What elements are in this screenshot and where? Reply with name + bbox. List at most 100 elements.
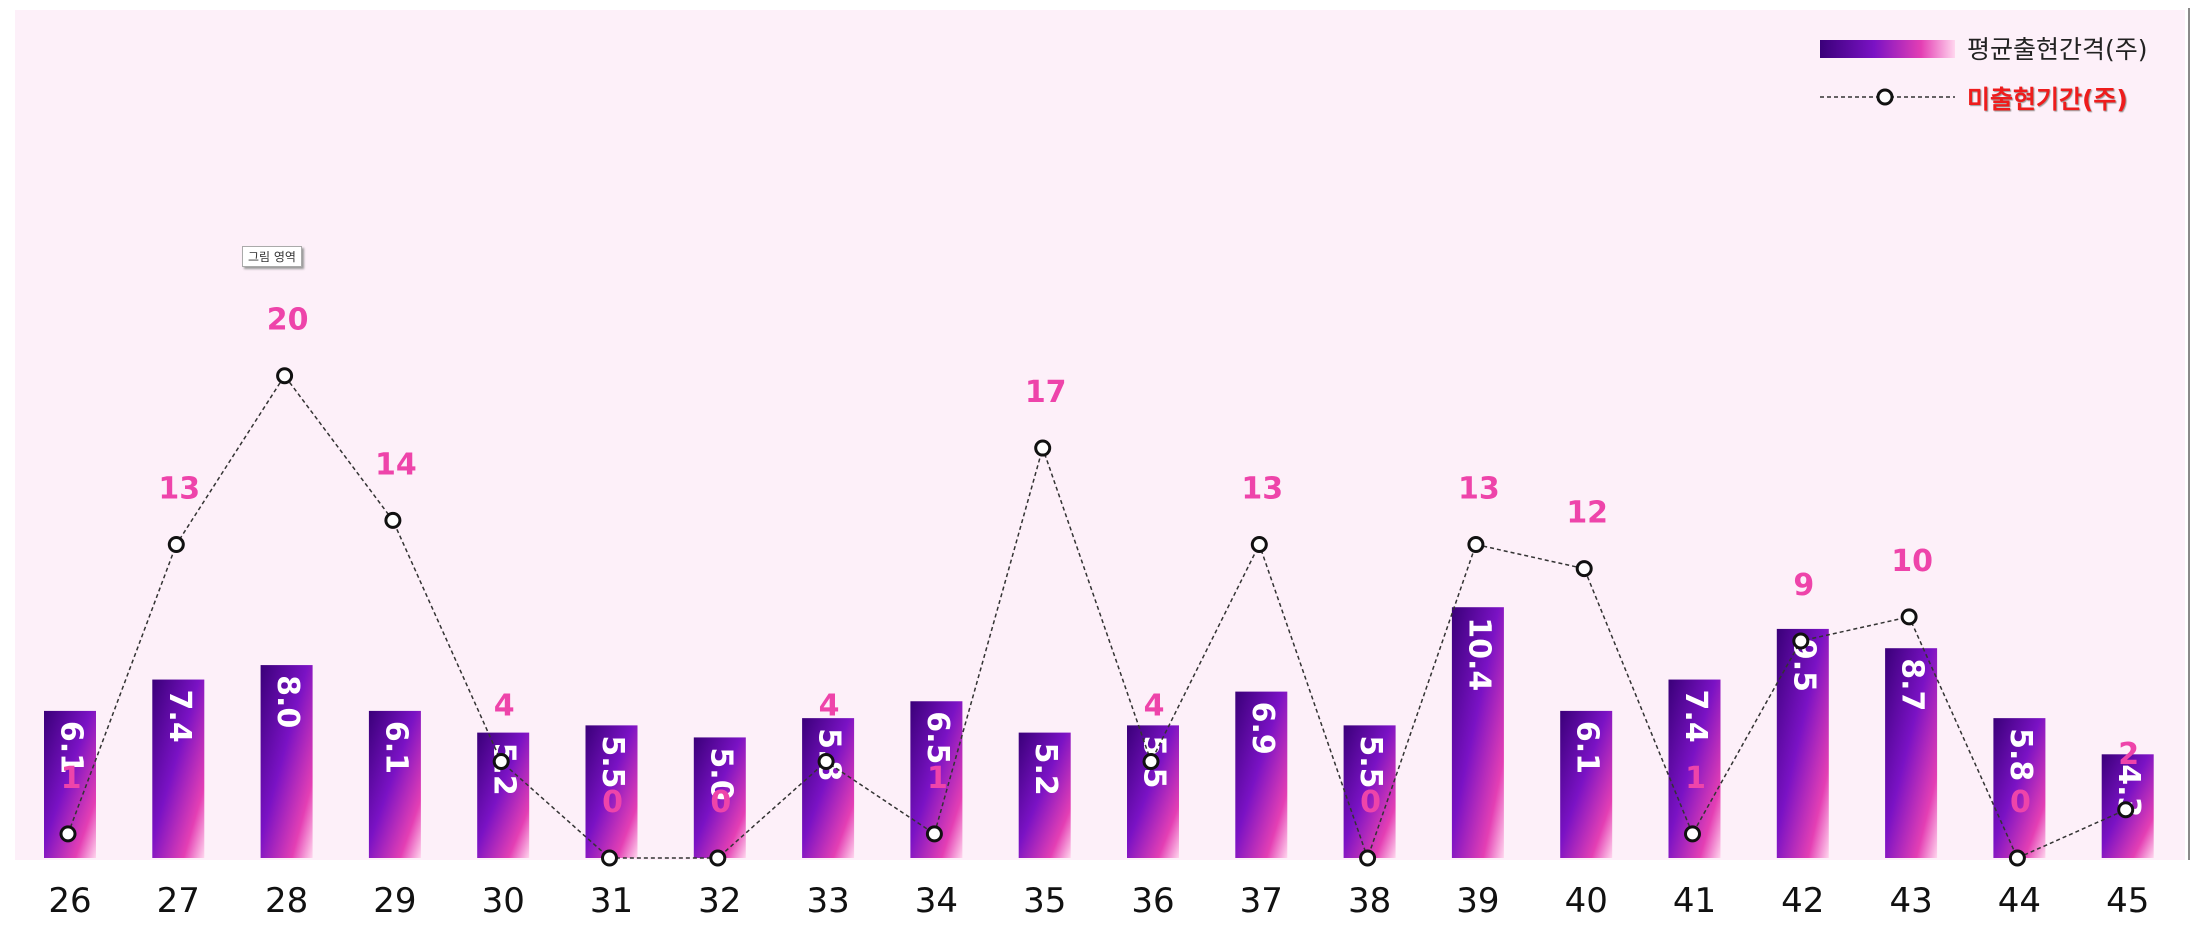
line-value-label-39: 13 bbox=[1458, 472, 1500, 507]
line-point-39 bbox=[1467, 536, 1485, 554]
x-tick-label-28: 28 bbox=[265, 881, 308, 921]
x-tick-label-44: 44 bbox=[1998, 881, 2041, 921]
x-tick-label-41: 41 bbox=[1673, 881, 1716, 921]
line-value-label-38: 0 bbox=[1360, 785, 1381, 820]
line-value-label-41: 1 bbox=[1685, 761, 1706, 796]
x-tick-label-37: 37 bbox=[1240, 881, 1283, 921]
bar-value-label-28: 8.0 bbox=[270, 675, 305, 728]
line-point-41 bbox=[1684, 825, 1701, 843]
line-point-26 bbox=[59, 825, 77, 843]
line-value-label-37: 13 bbox=[1241, 472, 1283, 507]
bar-37 bbox=[1235, 691, 1288, 858]
bar-value-label-41: 7.4 bbox=[1678, 690, 1713, 743]
line-point-35 bbox=[1034, 439, 1052, 457]
line-value-label-43: 10 bbox=[1891, 544, 1933, 579]
x-axis: 26 27 28 29 30 31 32 33 34 35 36 37 38 39 40 41 42 43 44 45 bbox=[48, 881, 2149, 921]
line-point-27 bbox=[167, 536, 185, 554]
bar-40 bbox=[1560, 710, 1613, 858]
line-point-38 bbox=[1359, 849, 1377, 867]
bar-44 bbox=[1993, 718, 2046, 858]
line-point-34 bbox=[925, 825, 943, 843]
bar-value-label-39: 10.4 bbox=[1461, 617, 1496, 691]
legend-bar-swatch bbox=[1820, 40, 1955, 58]
plot-area-tooltip: 그림 영역 bbox=[242, 246, 302, 267]
line-point-30 bbox=[492, 753, 510, 771]
line-value-label-29: 14 bbox=[375, 447, 417, 482]
x-tick-label-33: 33 bbox=[806, 881, 849, 921]
line-value-label-44: 0 bbox=[2010, 785, 2031, 820]
line-point-43 bbox=[1900, 608, 1918, 626]
legend-line-swatch bbox=[1820, 88, 1955, 106]
bar-32 bbox=[693, 737, 746, 858]
line-value-label-30: 4 bbox=[494, 689, 515, 724]
line-point-32 bbox=[709, 849, 727, 867]
x-tick-label-32: 32 bbox=[698, 881, 741, 921]
x-tick-label-39: 39 bbox=[1456, 881, 1499, 921]
bar-value-label-40: 6.1 bbox=[1570, 721, 1605, 774]
line-value-label-31: 0 bbox=[602, 785, 623, 820]
line-value-label-28: 20 bbox=[267, 303, 309, 338]
bar-29 bbox=[368, 710, 421, 858]
bar-value-label-38: 5.5 bbox=[1353, 735, 1388, 788]
bar-39 bbox=[1451, 607, 1504, 858]
bar-value-label-44: 5.8 bbox=[2003, 728, 2038, 781]
line-point-45 bbox=[2117, 801, 2135, 819]
bar-value-label-37: 6.9 bbox=[1245, 702, 1280, 755]
line-value-label-42: 9 bbox=[1793, 568, 1814, 603]
secondary-axis-line bbox=[2188, 8, 2190, 860]
line-series-layer: 1 13 20 14 4 0 0 4 1 17 4 13 0 13 12 1 9 10 0 2 bbox=[59, 303, 2139, 867]
line-series-path bbox=[67, 374, 2127, 861]
bar-value-label-35: 5.2 bbox=[1028, 743, 1063, 796]
x-tick-label-40: 40 bbox=[1565, 881, 1608, 921]
legend: 평균출현간격(주) 미출현기간(주) bbox=[1815, 22, 2175, 114]
line-value-label-33: 4 bbox=[819, 689, 840, 724]
line-value-label-35: 17 bbox=[1025, 375, 1067, 410]
line-value-label-45: 2 bbox=[2118, 737, 2139, 772]
line-point-37 bbox=[1250, 536, 1268, 554]
line-point-31 bbox=[601, 849, 618, 867]
bar-31 bbox=[585, 725, 638, 858]
legend-label-bar: 평균출현간격(주) bbox=[1967, 35, 2148, 64]
bar-35 bbox=[1018, 732, 1071, 858]
x-tick-label-29: 29 bbox=[373, 881, 416, 921]
x-tick-label-45: 45 bbox=[2106, 881, 2149, 921]
line-value-label-36: 4 bbox=[1144, 689, 1165, 724]
bar-38 bbox=[1343, 725, 1396, 858]
bar-42 bbox=[1776, 628, 1829, 858]
x-tick-label-35: 35 bbox=[1023, 881, 1066, 921]
x-tick-label-27: 27 bbox=[157, 881, 200, 921]
x-tick-label-30: 30 bbox=[482, 881, 525, 921]
bar-value-label-43: 8.7 bbox=[1895, 658, 1930, 711]
legend-label-line: 미출현기간(주) bbox=[1967, 85, 2128, 114]
bar-33 bbox=[802, 718, 855, 858]
bar-value-label-34: 6.5 bbox=[920, 711, 955, 764]
bar-43 bbox=[1885, 648, 1938, 858]
bar-value-label-26: 6.1 bbox=[54, 721, 89, 774]
bars-layer: 6.17.48.06.15.25.55.05.86.55.25.56.95.51… bbox=[44, 607, 2154, 858]
x-tick-label-36: 36 bbox=[1131, 881, 1174, 921]
line-value-label-32: 0 bbox=[710, 785, 731, 820]
bar-36 bbox=[1127, 725, 1179, 858]
line-value-label-26: 1 bbox=[61, 761, 82, 796]
line-point-42 bbox=[1792, 632, 1810, 650]
line-value-label-40: 12 bbox=[1566, 496, 1608, 531]
line-value-label-34: 1 bbox=[927, 761, 948, 796]
x-tick-label-34: 34 bbox=[915, 881, 958, 921]
line-point-40 bbox=[1575, 560, 1593, 578]
bar-28 bbox=[260, 665, 313, 858]
bar-value-label-31: 5.5 bbox=[595, 735, 630, 788]
line-point-33 bbox=[817, 753, 835, 771]
bar-27 bbox=[152, 679, 205, 858]
line-point-44 bbox=[2008, 849, 2026, 867]
bar-value-label-29: 6.1 bbox=[378, 721, 413, 774]
x-tick-label-38: 38 bbox=[1348, 881, 1391, 921]
x-tick-label-31: 31 bbox=[590, 881, 633, 921]
x-tick-label-42: 42 bbox=[1781, 881, 1824, 921]
x-tick-label-43: 43 bbox=[1889, 881, 1932, 921]
bar-value-label-27: 7.4 bbox=[162, 690, 197, 743]
line-point-36 bbox=[1142, 753, 1160, 771]
x-tick-label-26: 26 bbox=[48, 881, 91, 921]
line-point-29 bbox=[384, 511, 402, 529]
